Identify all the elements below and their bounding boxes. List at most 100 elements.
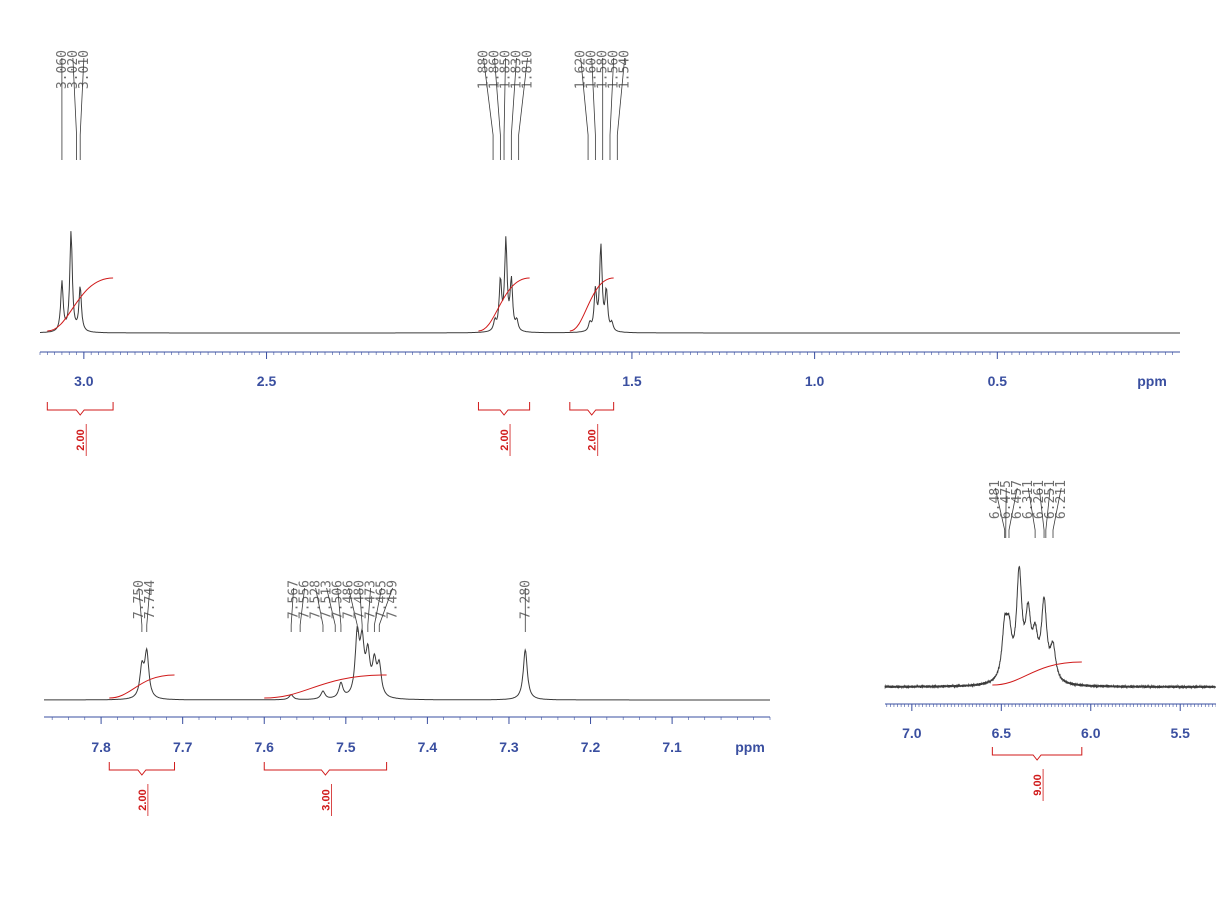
peak-label: 3.060 — [55, 50, 70, 89]
peak-label: 7.567 — [287, 580, 302, 619]
integral-value: 2.00 — [587, 429, 599, 450]
tick-label: 6.0 — [1081, 725, 1101, 741]
integral-bracket — [108, 762, 176, 776]
integral-trace — [109, 674, 175, 699]
peak-leader — [79, 57, 85, 160]
peak-leader — [518, 57, 528, 160]
tick-label: 0.5 — [988, 373, 1008, 389]
peak-label: 3.010 — [77, 50, 92, 89]
peak-leader — [337, 587, 342, 632]
peak-label: 6.211 — [1054, 480, 1069, 519]
peak-leader — [1008, 487, 1018, 538]
peak-leader — [1038, 487, 1045, 538]
peak-label: 7.486 — [342, 580, 357, 619]
peak-leader — [290, 587, 295, 632]
peak-leader — [359, 587, 363, 632]
peak-leader — [378, 587, 394, 632]
integral-value: 9.00 — [1032, 774, 1044, 795]
peak-leader — [580, 57, 589, 160]
peak-leader — [326, 587, 336, 632]
integral-trace — [992, 661, 1082, 686]
peak-label: 6.261 — [1032, 480, 1047, 519]
peak-leader — [616, 57, 626, 160]
integral-trace — [47, 277, 114, 332]
tick-label: 7.2 — [581, 739, 601, 755]
tick-label: 7.3 — [499, 739, 519, 755]
integral-value: 2.00 — [137, 789, 149, 810]
peak-label: 1.850 — [499, 50, 514, 89]
peak-label: 1.830 — [510, 50, 525, 89]
integral-value: 3.00 — [320, 789, 332, 810]
integral-trace — [569, 277, 614, 332]
peak-leader — [510, 57, 517, 160]
peak-label: 6.475 — [999, 480, 1014, 519]
peak-label: 1.810 — [521, 50, 536, 89]
tick-label: 7.8 — [91, 739, 111, 755]
peak-leader — [591, 57, 596, 160]
peak-leader — [138, 587, 143, 632]
integral-bracket — [991, 747, 1083, 761]
peak-leader — [1027, 487, 1036, 538]
peak-leader — [315, 587, 324, 632]
integral-trace — [264, 674, 387, 699]
peak-leader — [367, 587, 372, 632]
peak-label: 7.473 — [364, 580, 379, 619]
spectrum-trace — [884, 565, 1216, 690]
peak-label: 7.556 — [298, 580, 313, 619]
peak-leader — [503, 57, 506, 160]
peak-leader — [146, 587, 151, 632]
tick-label: 1.5 — [622, 373, 642, 389]
spectrum-trace — [40, 231, 1180, 334]
peak-label: 6.481 — [988, 480, 1003, 519]
peak-label: 6.457 — [1010, 480, 1025, 519]
peak-label: 1.580 — [596, 50, 611, 89]
peak-leader — [72, 57, 77, 160]
peak-label: 7.750 — [132, 580, 147, 619]
axis-unit-label: ppm — [735, 739, 765, 755]
spectrum-panel-olefinic: 7.0 6.5 6.0 5.56.4816.4756.4576.3116.2616.2… — [884, 480, 1216, 801]
tick-label: 7.0 — [902, 725, 922, 741]
peak-label: 7.506 — [331, 580, 346, 619]
peak-label: 7.513 — [320, 580, 335, 619]
peak-label: 7.459 — [386, 580, 401, 619]
integral-value: 2.00 — [75, 429, 87, 450]
integral-bracket — [46, 402, 114, 416]
tick-label: 7.4 — [418, 739, 438, 755]
peak-leader — [994, 487, 1006, 538]
integral-value: 2.00 — [499, 429, 511, 450]
peak-leader — [299, 587, 306, 632]
integral-bracket — [263, 762, 388, 776]
peak-leader — [494, 57, 501, 160]
peak-leader — [373, 587, 383, 632]
peak-label: 7.465 — [375, 580, 390, 619]
peak-leader — [348, 587, 358, 632]
tick-label: 7.5 — [336, 739, 356, 755]
integral-bracket — [477, 402, 531, 416]
tick-label: 6.5 — [992, 725, 1012, 741]
peak-leader — [1052, 487, 1062, 538]
tick-label: 7.1 — [662, 739, 682, 755]
peak-leader — [1045, 487, 1051, 538]
tick-label: 2.5 — [257, 373, 277, 389]
tick-label: 7.7 — [173, 739, 193, 755]
integral-trace — [478, 277, 530, 332]
peak-label: 1.540 — [618, 50, 633, 89]
spectrum-trace — [44, 625, 770, 701]
integral-bracket — [569, 402, 615, 416]
peak-label: 7.280 — [518, 580, 533, 619]
peak-label: 7.744 — [143, 580, 158, 619]
peak-label: 1.560 — [607, 50, 622, 89]
peak-label: 6.311 — [1021, 480, 1036, 519]
peak-label: 1.880 — [477, 50, 492, 89]
tick-label: 1.0 — [805, 373, 825, 389]
peak-label: 1.620 — [574, 50, 589, 89]
peak-leader — [483, 57, 494, 160]
tick-label: 3.0 — [74, 373, 94, 389]
peak-label: 6.251 — [1043, 480, 1058, 519]
axis-unit-label: ppm — [1137, 373, 1167, 389]
tick-label: 5.5 — [1170, 725, 1190, 741]
tick-label: 7.6 — [255, 739, 275, 755]
